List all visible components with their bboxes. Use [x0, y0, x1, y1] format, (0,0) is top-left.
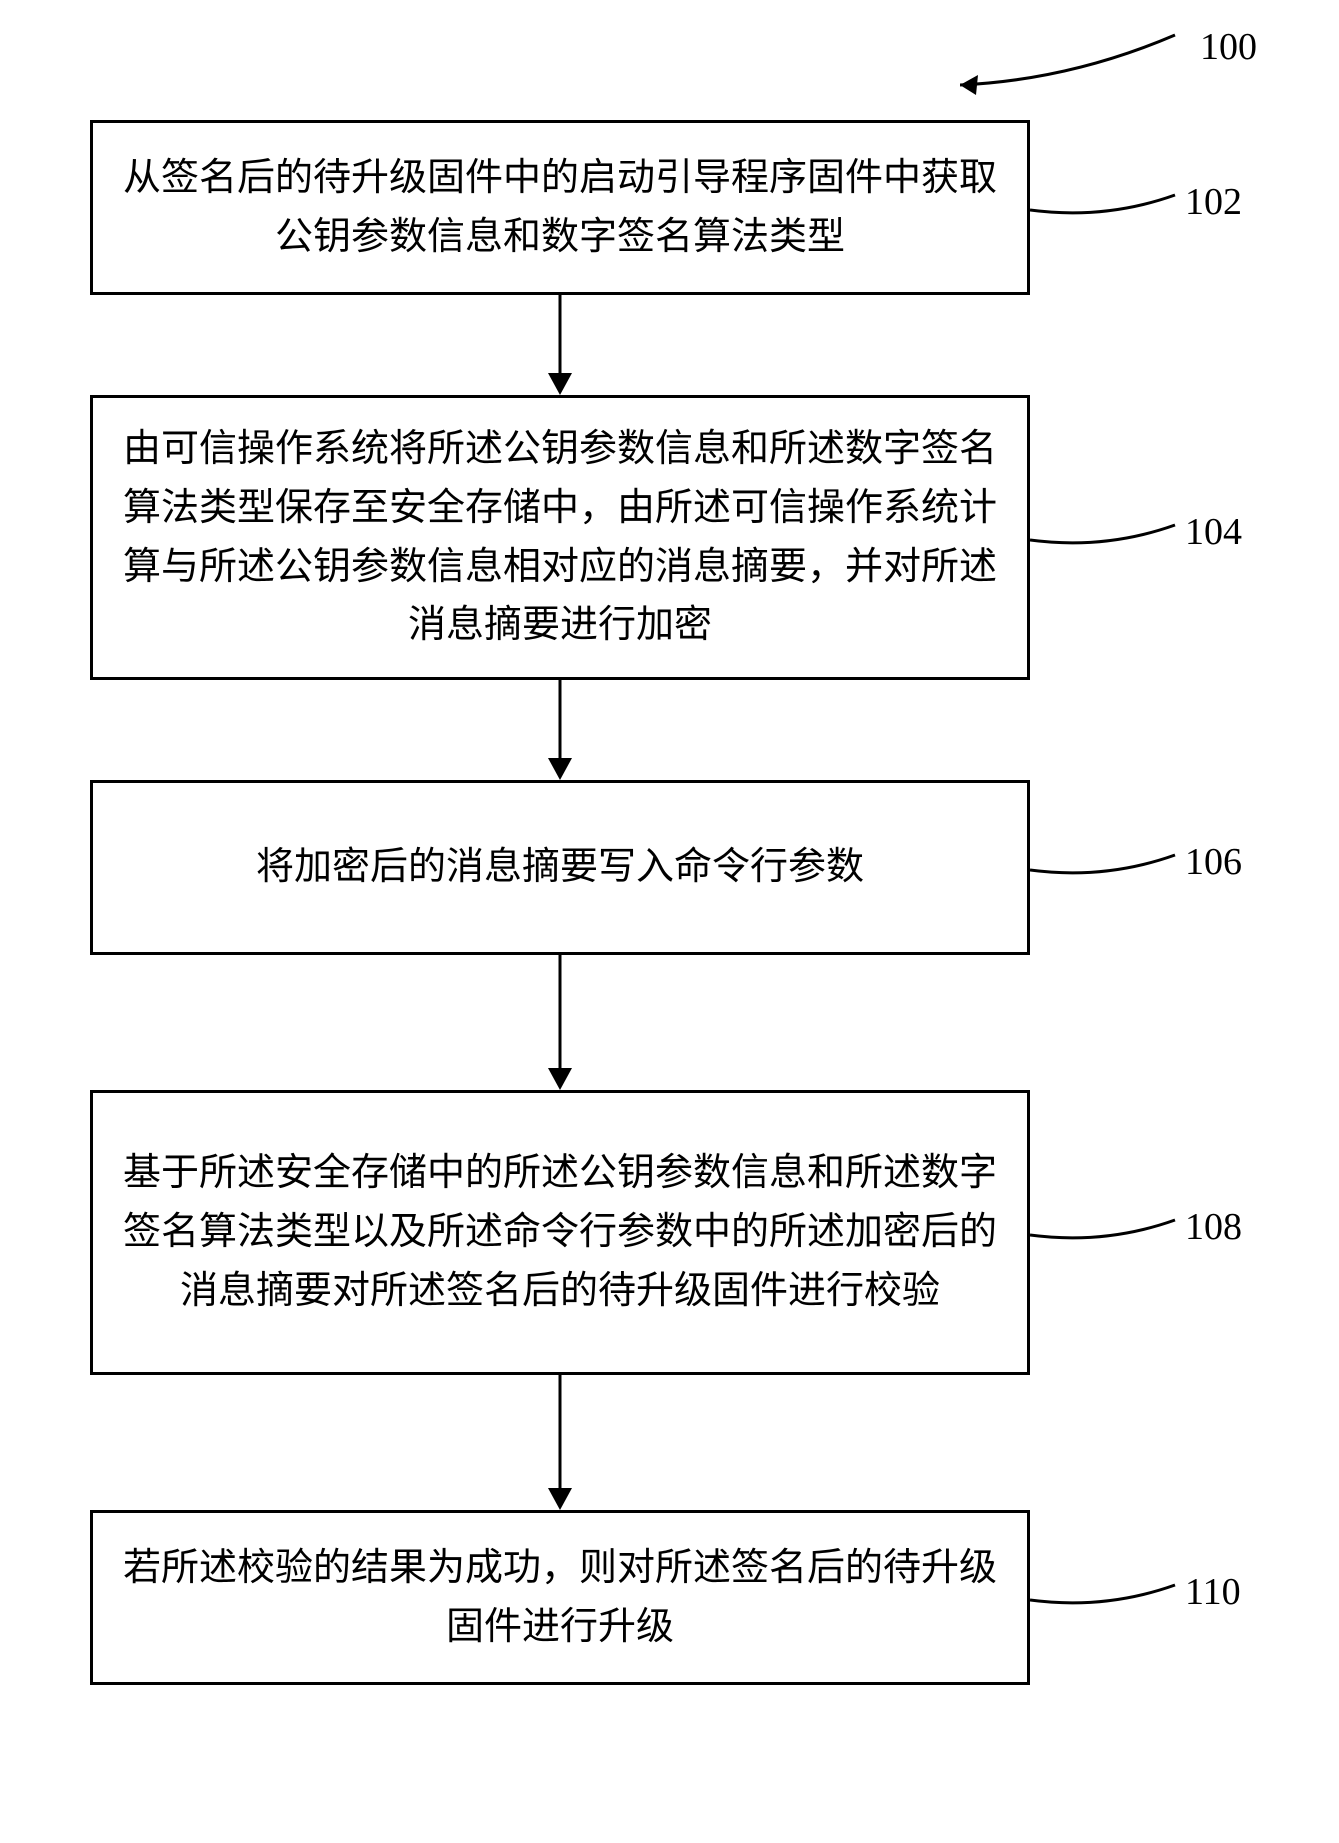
arrow-4-head — [548, 1488, 572, 1510]
main-label: 100 — [1200, 25, 1257, 69]
step-106-connector — [1030, 845, 1185, 895]
step-110-label: 110 — [1185, 1570, 1241, 1614]
step-102-label: 102 — [1185, 180, 1242, 224]
step-106-text: 将加密后的消息摘要写入命令行参数 — [256, 838, 864, 897]
step-106-box: 将加密后的消息摘要写入命令行参数 — [90, 780, 1030, 955]
arrow-1-line — [559, 295, 562, 373]
arrow-2-line — [559, 680, 562, 758]
step-108-label: 108 — [1185, 1205, 1242, 1249]
step-102-connector — [1030, 185, 1185, 235]
step-102-text: 从签名后的待升级固件中的启动引导程序固件中获取公钥参数信息和数字签名算法类型 — [123, 149, 997, 267]
arrow-3-head — [548, 1068, 572, 1090]
step-104-text: 由可信操作系统将所述公钥参数信息和所述数字签名算法类型保存至安全存储中，由所述可… — [123, 420, 997, 656]
step-102-box: 从签名后的待升级固件中的启动引导程序固件中获取公钥参数信息和数字签名算法类型 — [90, 120, 1030, 295]
flowchart-container: 100 从签名后的待升级固件中的启动引导程序固件中获取公钥参数信息和数字签名算法… — [0, 0, 1339, 1843]
step-108-box: 基于所述安全存储中的所述公钥参数信息和所述数字签名算法类型以及所述命令行参数中的… — [90, 1090, 1030, 1375]
step-104-box: 由可信操作系统将所述公钥参数信息和所述数字签名算法类型保存至安全存储中，由所述可… — [90, 395, 1030, 680]
step-110-box: 若所述校验的结果为成功，则对所述签名后的待升级固件进行升级 — [90, 1510, 1030, 1685]
step-104-connector — [1030, 515, 1185, 565]
arrow-3-line — [559, 955, 562, 1068]
step-106-label: 106 — [1185, 840, 1242, 884]
step-104-label: 104 — [1185, 510, 1242, 554]
step-108-connector — [1030, 1210, 1185, 1260]
main-label-curve — [960, 25, 1200, 95]
step-108-text: 基于所述安全存储中的所述公钥参数信息和所述数字签名算法类型以及所述命令行参数中的… — [123, 1144, 997, 1321]
arrow-2-head — [548, 758, 572, 780]
arrow-1-head — [548, 373, 572, 395]
step-110-text: 若所述校验的结果为成功，则对所述签名后的待升级固件进行升级 — [123, 1539, 997, 1657]
step-110-connector — [1030, 1575, 1185, 1625]
arrow-4-line — [559, 1375, 562, 1488]
